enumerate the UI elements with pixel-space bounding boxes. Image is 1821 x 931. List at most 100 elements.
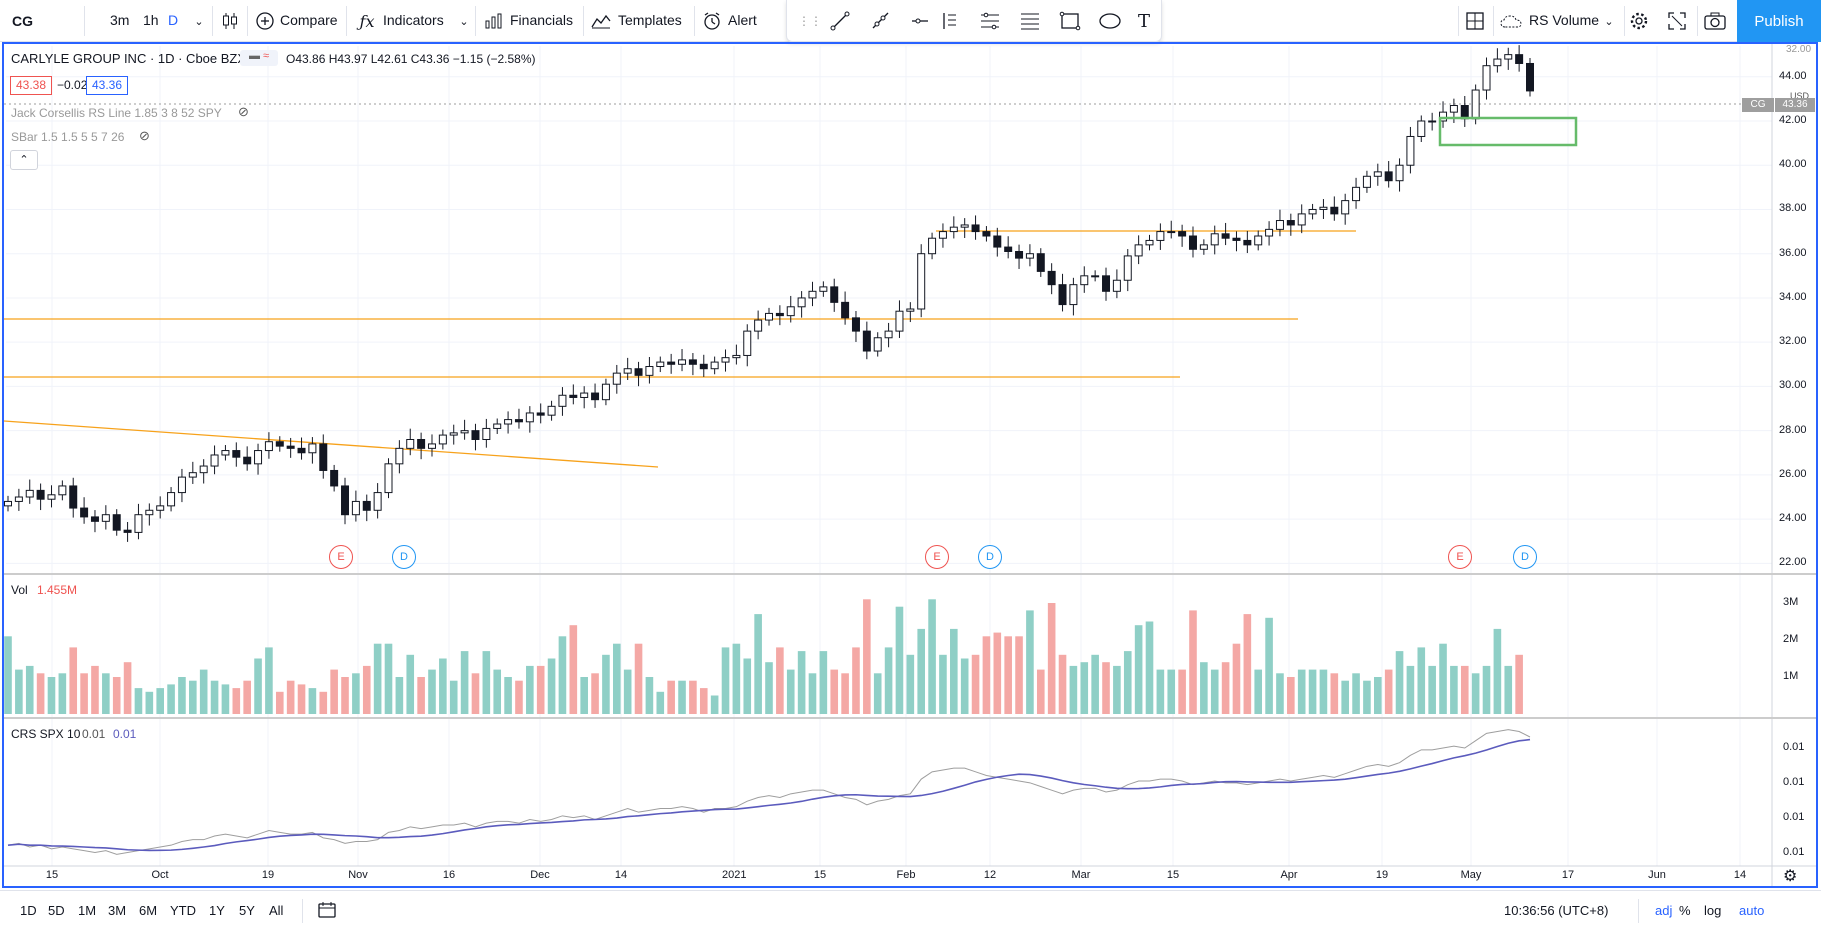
dividend-marker[interactable]: D xyxy=(392,545,416,569)
fx-icon[interactable]: ƒx xyxy=(359,11,375,31)
eye-hidden-icon[interactable]: ⊘ xyxy=(139,128,150,143)
range-5y[interactable]: 5Y xyxy=(239,903,255,918)
percent-toggle[interactable]: % xyxy=(1679,903,1691,918)
volume-bar xyxy=(1026,610,1034,714)
legend-toggle-icons[interactable]: ▬ ≈ xyxy=(240,50,278,66)
range-5d[interactable]: 5D xyxy=(48,903,65,918)
chevron-down-icon[interactable]: ⌄ xyxy=(1604,15,1614,28)
eye-hidden-icon[interactable]: ⊘ xyxy=(238,104,249,119)
flag-icon[interactable] xyxy=(937,8,963,34)
trend-line-icon[interactable] xyxy=(827,8,853,34)
time-tick-label: Oct xyxy=(151,869,169,881)
chevron-down-icon[interactable]: ⌄ xyxy=(194,15,204,28)
financials-button[interactable]: Financials xyxy=(510,12,574,28)
fullscreen-icon[interactable] xyxy=(1664,8,1690,34)
bar-chart-icon[interactable] xyxy=(481,8,507,34)
candles-icon[interactable] xyxy=(217,8,243,34)
indicator-sbar-label[interactable]: SBar 1.5 1.5 5 5 7 26 xyxy=(11,130,125,144)
indicator-rs-line-label[interactable]: Jack Corsellis RS Line 1.85 3 8 52 SPY xyxy=(11,106,222,120)
earnings-marker[interactable]: E xyxy=(925,545,949,569)
candle-body xyxy=(177,476,186,494)
dividend-marker[interactable]: D xyxy=(978,545,1002,569)
templates-icon[interactable] xyxy=(588,8,614,34)
bottom-toolbar: 1D 5D 1M 3M 6M YTD 1Y 5Y All 10:36:56 (U… xyxy=(0,890,1821,931)
volume-bar xyxy=(765,662,773,714)
earnings-marker[interactable]: E xyxy=(1448,545,1472,569)
price-tick-label: 40.00 xyxy=(1779,158,1807,171)
clock-time[interactable]: 10:36:56 (UTC+8) xyxy=(1504,903,1609,918)
candle-body xyxy=(612,372,621,385)
text-tool-icon[interactable]: T xyxy=(1137,10,1150,32)
symbol-search[interactable]: CG xyxy=(12,13,33,29)
volume-bar xyxy=(449,680,458,714)
volume-bar xyxy=(613,643,621,714)
candle-body xyxy=(167,492,176,507)
range-1m[interactable]: 1M xyxy=(78,903,97,918)
bid-price[interactable]: 43.38 xyxy=(10,76,53,95)
range-1d[interactable]: 1D xyxy=(20,903,37,918)
pane-divider[interactable] xyxy=(4,573,1816,575)
ask-price[interactable]: 43.36 xyxy=(86,76,129,95)
publish-button[interactable]: Publish xyxy=(1737,0,1821,42)
interval-3m[interactable]: 3m xyxy=(110,12,130,28)
volume-bar xyxy=(895,606,904,714)
earnings-marker[interactable]: E xyxy=(329,545,353,569)
cloud-icon[interactable] xyxy=(1498,8,1524,34)
candle-body xyxy=(1373,171,1382,177)
rectangle-icon[interactable] xyxy=(1057,8,1083,34)
log-toggle[interactable]: log xyxy=(1704,903,1722,918)
divider xyxy=(1638,899,1639,923)
horizontal-ray-icon[interactable] xyxy=(907,8,933,34)
candle-body xyxy=(1482,65,1491,91)
compare-button[interactable]: Compare xyxy=(280,12,338,28)
range-1y[interactable]: 1Y xyxy=(209,903,225,918)
candle-body xyxy=(1167,231,1176,234)
candle-body xyxy=(1210,233,1219,246)
volume-bar xyxy=(1167,669,1176,714)
ray-icon[interactable] xyxy=(867,8,893,34)
candle-body xyxy=(721,357,730,363)
layout-name-button[interactable]: RS Volume xyxy=(1529,12,1600,28)
camera-icon[interactable] xyxy=(1702,8,1728,34)
volume-bar xyxy=(1254,669,1263,714)
calendar-icon[interactable] xyxy=(318,901,336,922)
range-3m[interactable]: 3M xyxy=(108,903,127,918)
pane-divider[interactable] xyxy=(4,717,1816,719)
candle-body xyxy=(1123,255,1132,281)
interval-d[interactable]: D xyxy=(168,12,179,28)
fib-retracement-icon[interactable] xyxy=(1017,8,1043,34)
candle-body xyxy=(688,359,697,365)
plus-circle-icon[interactable] xyxy=(252,8,278,34)
candle-body xyxy=(1232,237,1241,241)
parallel-channel-icon[interactable] xyxy=(977,8,1003,34)
volume-bar xyxy=(634,643,643,714)
candle-body xyxy=(808,290,817,299)
volume-bar xyxy=(1069,665,1078,714)
candle-body xyxy=(90,516,99,522)
range-all[interactable]: All xyxy=(269,903,284,918)
divider xyxy=(1624,6,1625,36)
range-6m[interactable]: 6M xyxy=(139,903,158,918)
range-ytd[interactable]: YTD xyxy=(170,903,196,918)
drag-handle-icon[interactable]: ⋮⋮ xyxy=(798,14,822,28)
indicators-button[interactable]: Indicators xyxy=(383,12,444,28)
templates-button[interactable]: Templates xyxy=(618,12,682,28)
volume-bar xyxy=(1460,665,1469,714)
gear-icon[interactable] xyxy=(1626,8,1652,34)
volume-bar xyxy=(1406,665,1415,714)
alert-button[interactable]: Alert xyxy=(728,12,757,28)
chevron-down-icon[interactable]: ⌄ xyxy=(459,15,469,28)
auto-toggle[interactable]: auto xyxy=(1739,903,1765,918)
alarm-clock-icon[interactable] xyxy=(699,8,725,34)
dividend-marker[interactable]: D xyxy=(1513,545,1537,569)
settings-gear-icon[interactable]: ⚙ xyxy=(1783,868,1798,885)
volume-bar xyxy=(1352,673,1360,714)
layout-grid-icon[interactable] xyxy=(1462,8,1488,34)
collapse-legend-button[interactable]: ⌃ xyxy=(10,150,38,170)
adj-toggle[interactable]: adj xyxy=(1655,903,1673,918)
ellipse-icon[interactable] xyxy=(1097,8,1123,34)
candle-body xyxy=(471,430,480,441)
interval-1h[interactable]: 1h xyxy=(143,12,159,28)
crs-fast-line xyxy=(7,729,1531,855)
